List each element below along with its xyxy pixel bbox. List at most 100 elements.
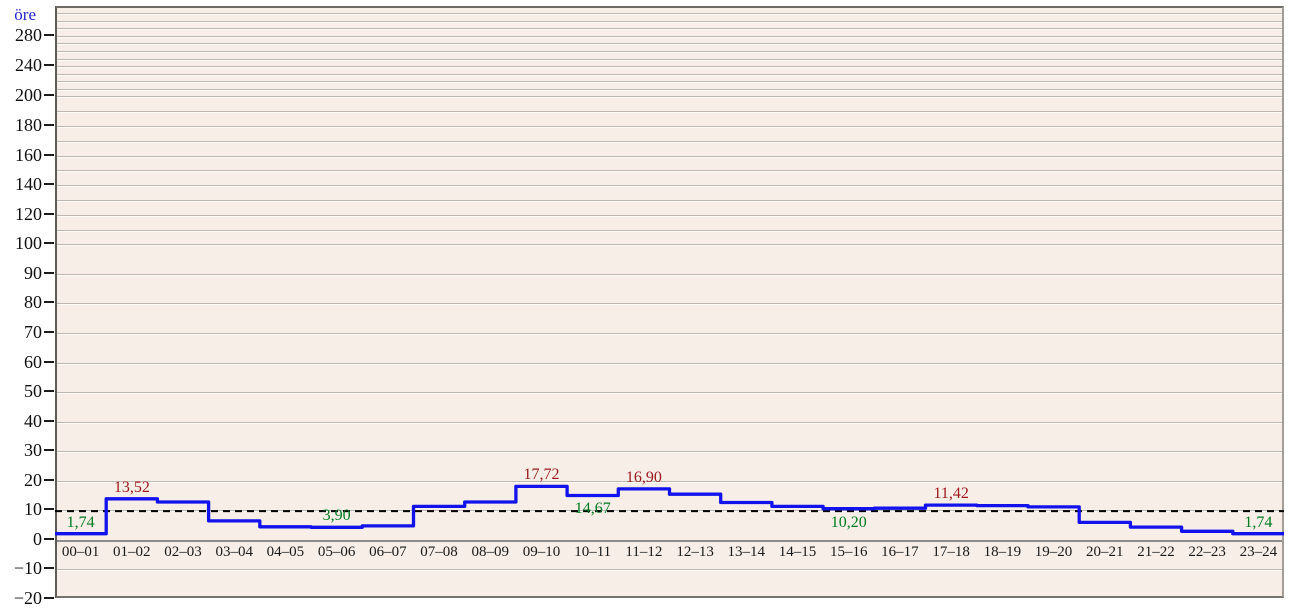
- y-tick-mark: [44, 567, 54, 570]
- gridline: [57, 66, 1282, 69]
- x-tick-label: 03–04: [215, 544, 253, 560]
- y-tick-label: 20: [24, 469, 42, 490]
- gridline: [57, 451, 1282, 454]
- y-tick-label: 160: [15, 144, 42, 165]
- x-tick-label: 20–21: [1086, 544, 1124, 560]
- y-tick-mark: [44, 596, 54, 599]
- min-price-annotation: 1,74: [1244, 513, 1273, 531]
- y-tick-label: 50: [24, 381, 42, 402]
- gridline: [57, 13, 1282, 16]
- min-price-annotation: 1,74: [66, 513, 95, 531]
- y-tick-label: 40: [24, 410, 42, 431]
- y-tick-mark: [44, 64, 54, 67]
- gridline: [57, 185, 1282, 188]
- min-price-annotation: 10,20: [830, 513, 867, 531]
- y-axis-unit-label: öre: [14, 5, 36, 24]
- x-tick-label: 17–18: [932, 544, 970, 560]
- y-tick-label: 240: [15, 55, 42, 76]
- gridline: [57, 332, 1282, 335]
- zero-gridline: [57, 539, 1282, 542]
- min-price-annotation: 3,90: [322, 507, 351, 525]
- gridline: [57, 35, 1282, 38]
- y-tick-mark: [44, 94, 54, 97]
- gridline: [57, 214, 1282, 217]
- gridline: [57, 510, 1282, 513]
- y-tick-label: 30: [24, 440, 42, 461]
- y-tick-mark: [44, 153, 54, 156]
- x-tick-label: 01–02: [113, 544, 151, 560]
- y-tick-label: 0: [33, 528, 42, 549]
- gridline: [57, 392, 1282, 395]
- y-tick-label: 10: [24, 499, 42, 520]
- y-tick-mark: [44, 537, 54, 540]
- y-tick-label: 80: [24, 292, 42, 313]
- x-tick-label: 12–13: [676, 544, 714, 560]
- y-tick-label: 280: [15, 24, 42, 45]
- y-tick-label: 200: [15, 85, 42, 106]
- y-tick-mark: [44, 301, 54, 304]
- y-tick-mark: [44, 123, 54, 126]
- y-tick-mark: [44, 242, 54, 245]
- min-price-annotation: 14,67: [574, 500, 611, 518]
- gridline: [57, 421, 1282, 424]
- y-tick-label: 60: [24, 351, 42, 372]
- x-tick-label: 04–05: [266, 544, 305, 560]
- x-tick-label: 15–16: [829, 544, 868, 560]
- gridline: [57, 20, 1282, 23]
- gridline: [57, 244, 1282, 247]
- gridline: [57, 155, 1282, 158]
- gridline: [57, 58, 1282, 61]
- y-tick-mark: [44, 508, 54, 511]
- y-tick-label: 90: [24, 262, 42, 283]
- y-tick-mark: [44, 360, 54, 363]
- x-tick-label: 00–01: [61, 544, 100, 560]
- y-tick-label: 100: [15, 233, 42, 254]
- y-tick-mark: [44, 33, 54, 36]
- y-tick-mark: [44, 183, 54, 186]
- max-price-annotation: 11,42: [933, 485, 969, 503]
- gridline: [57, 362, 1282, 365]
- y-tick-label: −10: [13, 558, 42, 579]
- gridline: [57, 170, 1282, 173]
- y-tick-label: 140: [15, 174, 42, 195]
- x-tick-label: 06–07: [369, 544, 407, 560]
- x-tick-label: 18–19: [983, 544, 1022, 560]
- y-tick-label: 180: [15, 114, 42, 135]
- max-price-annotation: 13,52: [113, 478, 150, 496]
- y-tick-mark: [44, 390, 54, 393]
- x-tick-label: 16–17: [881, 544, 919, 560]
- gridline: [57, 569, 1282, 572]
- max-price-annotation: 16,90: [625, 468, 662, 486]
- x-tick-label: 11–12: [625, 544, 663, 560]
- gridline: [57, 125, 1282, 128]
- gridline: [57, 43, 1282, 46]
- y-tick-mark: [44, 330, 54, 333]
- gridline: [57, 199, 1282, 202]
- y-tick-mark: [44, 419, 54, 422]
- max-price-annotation: 17,72: [523, 466, 560, 484]
- gridline: [57, 96, 1282, 99]
- x-tick-label: 02–03: [164, 544, 202, 560]
- gridline: [57, 81, 1282, 84]
- gridline: [57, 73, 1282, 76]
- gridline: [57, 51, 1282, 53]
- gridline: [57, 480, 1282, 483]
- y-tick-mark: [44, 271, 54, 274]
- x-tick-label: 22–23: [1188, 544, 1226, 560]
- x-tick-label: 10–11: [574, 544, 612, 560]
- x-tick-label: 08–09: [471, 544, 510, 560]
- gridline: [57, 111, 1282, 114]
- x-tick-label: 09–10: [522, 544, 561, 560]
- gridline: [57, 273, 1282, 276]
- y-tick-label: 70: [24, 321, 42, 342]
- x-tick-label: 14–15: [778, 544, 817, 560]
- gridline: [57, 140, 1282, 143]
- x-tick-label: 19–20: [1034, 544, 1073, 560]
- y-tick-mark: [44, 478, 54, 481]
- x-tick-label: 23–24: [1239, 544, 1278, 560]
- y-tick-mark: [44, 212, 54, 215]
- x-tick-label: 07–08: [420, 544, 458, 560]
- gridline: [57, 88, 1282, 91]
- y-tick-label: −20: [13, 587, 42, 608]
